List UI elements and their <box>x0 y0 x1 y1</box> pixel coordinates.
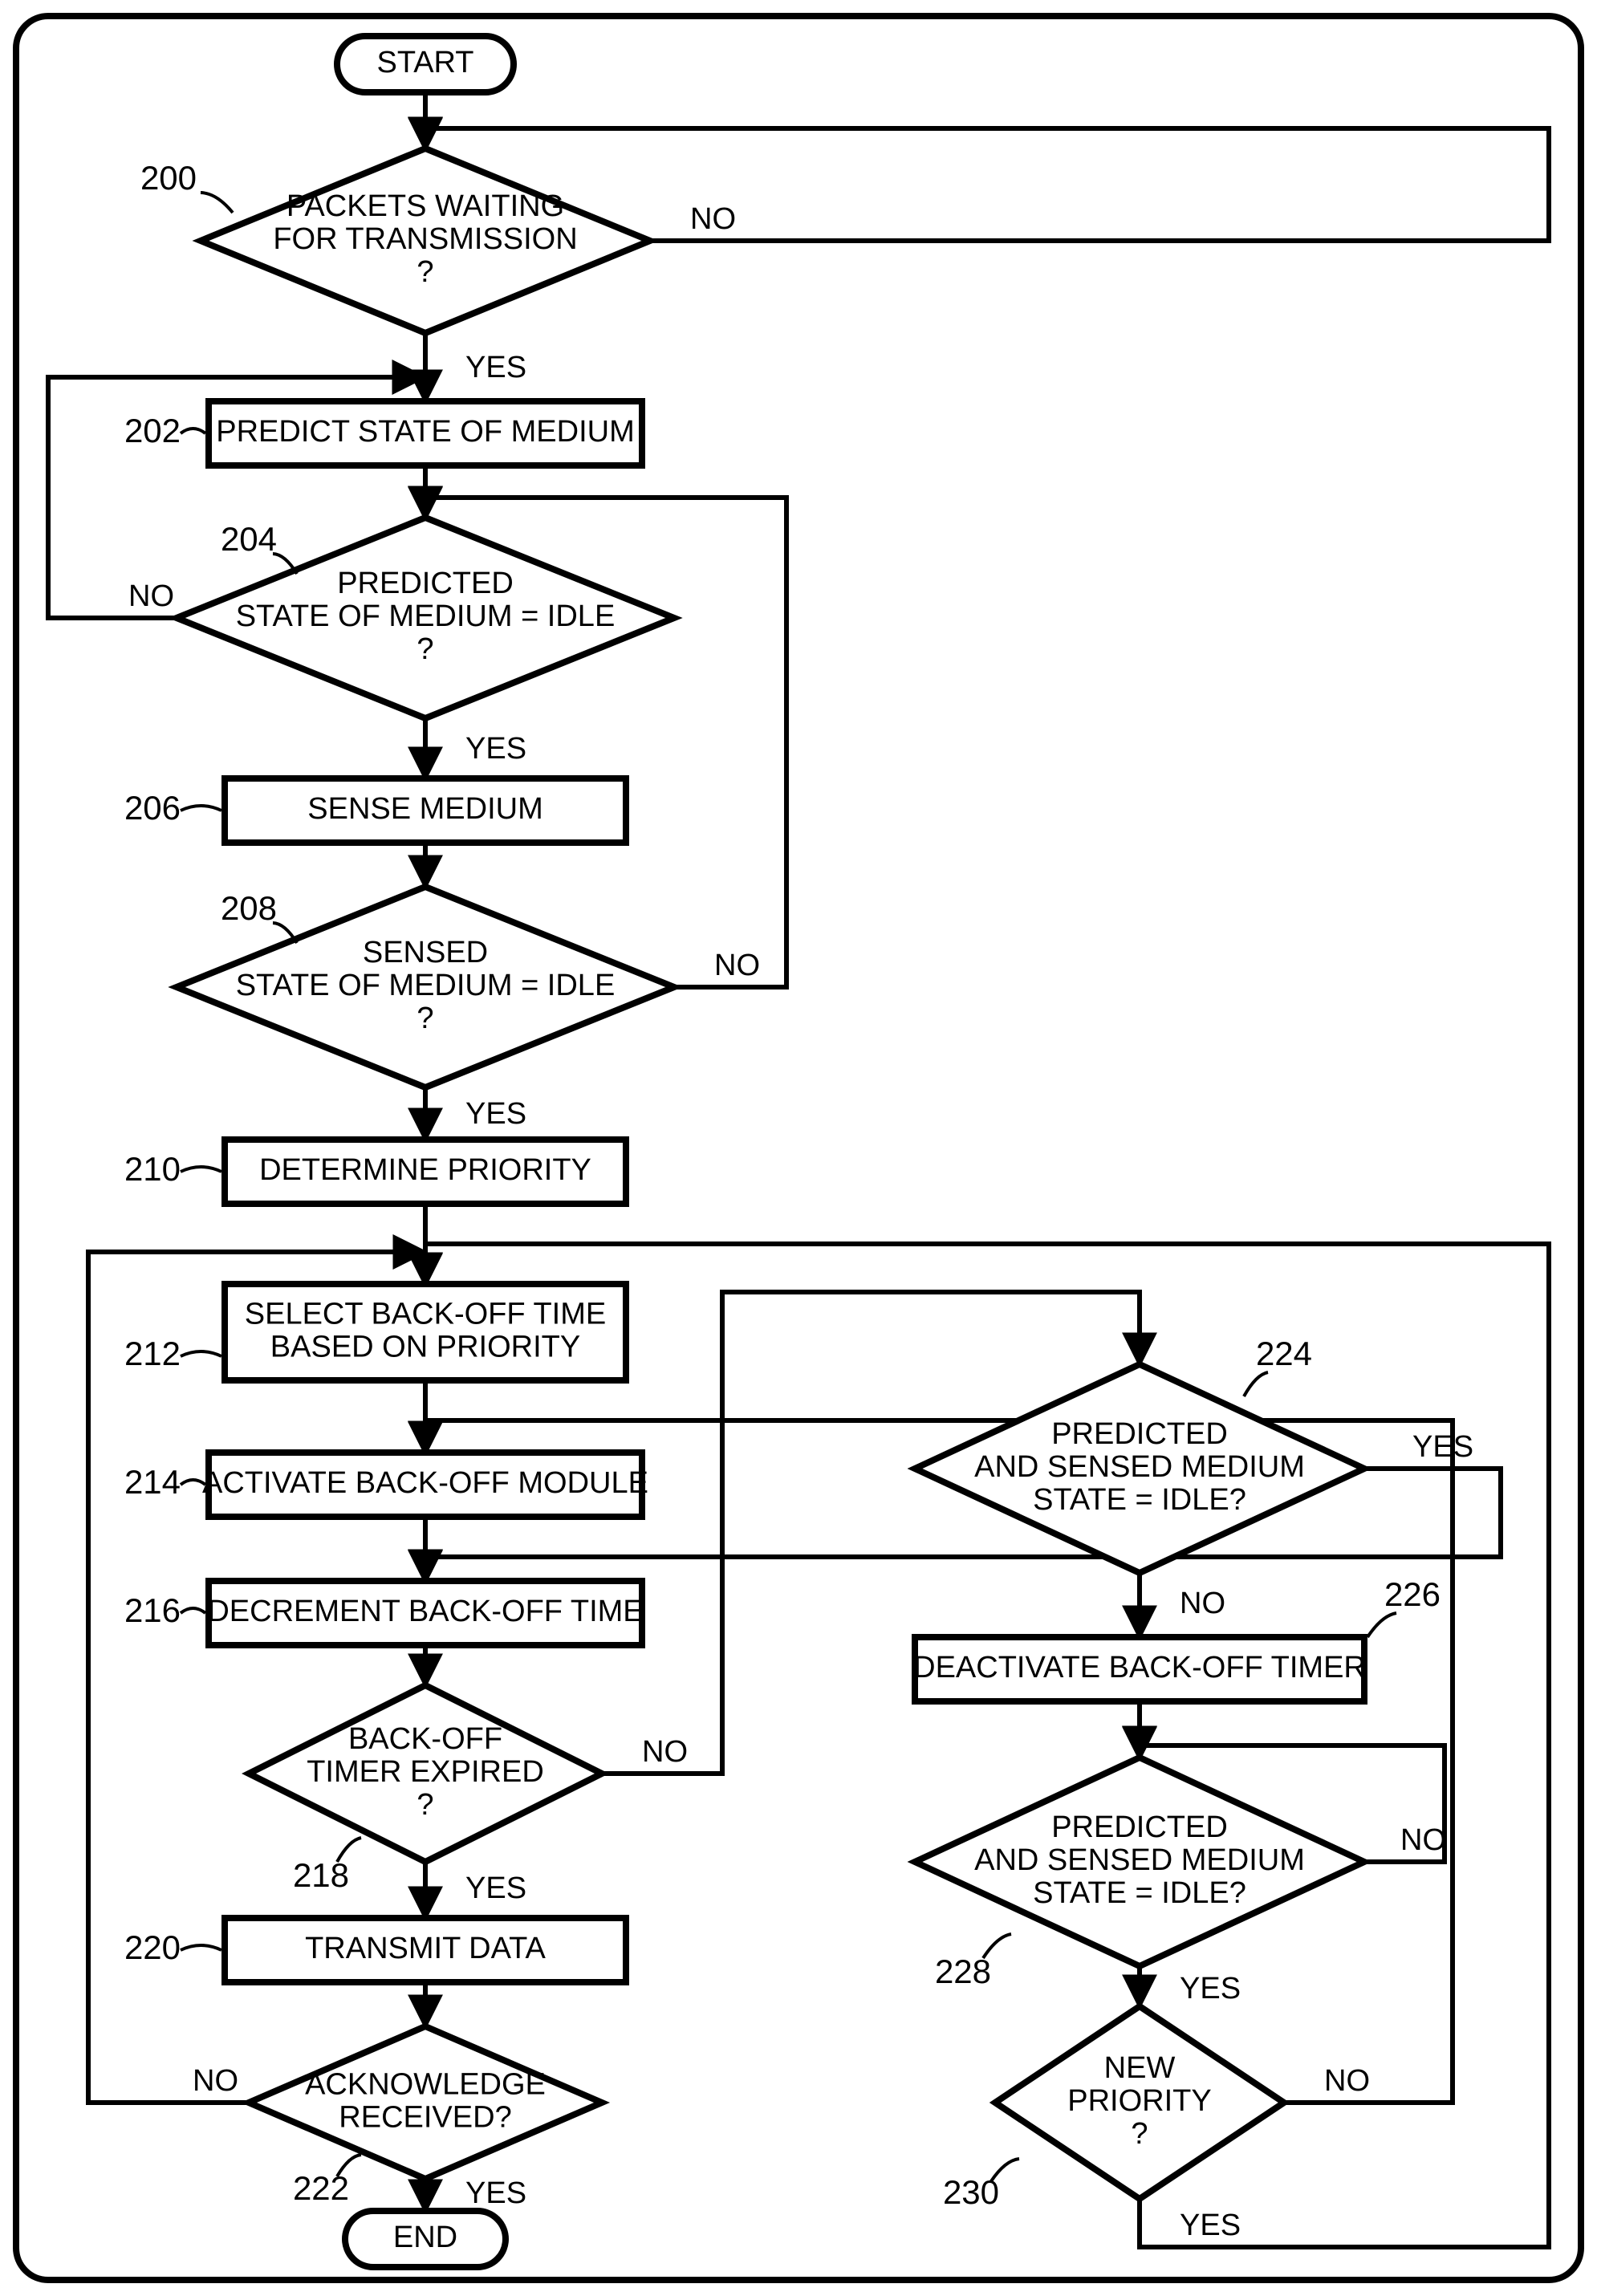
svg-text:210: 210 <box>124 1150 181 1188</box>
svg-text:YES: YES <box>465 351 526 384</box>
svg-text:PRIORITY: PRIORITY <box>1067 2084 1211 2118</box>
svg-text:200: 200 <box>140 159 197 197</box>
svg-text:STATE = IDLE?: STATE = IDLE? <box>1033 1876 1246 1910</box>
svg-text:ACKNOWLEDGE: ACKNOWLEDGE <box>305 2068 546 2102</box>
svg-text:YES: YES <box>1412 1430 1473 1464</box>
svg-text:?: ? <box>417 255 433 289</box>
svg-text:208: 208 <box>221 889 277 927</box>
svg-text:226: 226 <box>1384 1575 1441 1613</box>
svg-text:206: 206 <box>124 789 181 827</box>
svg-text:AND SENSED MEDIUM: AND SENSED MEDIUM <box>974 1450 1305 1484</box>
svg-text:NO: NO <box>690 202 736 236</box>
svg-text:228: 228 <box>935 1953 991 1990</box>
svg-text:PACKETS WAITING: PACKETS WAITING <box>286 189 564 223</box>
svg-text:BASED ON PRIORITY: BASED ON PRIORITY <box>270 1331 580 1364</box>
svg-text:NO: NO <box>128 579 174 613</box>
svg-text:NO: NO <box>1400 1823 1446 1857</box>
svg-text:YES: YES <box>1180 1972 1241 2005</box>
svg-text:?: ? <box>417 632 433 666</box>
svg-text:NO: NO <box>1324 2064 1370 2098</box>
svg-text:216: 216 <box>124 1591 181 1629</box>
svg-text:NEW: NEW <box>1104 2051 1176 2085</box>
svg-text:PREDICTED: PREDICTED <box>1051 1810 1228 1844</box>
svg-text:SENSE MEDIUM: SENSE MEDIUM <box>307 792 542 826</box>
svg-text:YES: YES <box>1180 2209 1241 2242</box>
svg-text:?: ? <box>417 1002 433 1035</box>
svg-text:STATE = IDLE?: STATE = IDLE? <box>1033 1483 1246 1517</box>
svg-text:SELECT BACK-OFF TIME: SELECT BACK-OFF TIME <box>245 1298 606 1331</box>
svg-text:212: 212 <box>124 1335 181 1372</box>
svg-text:STATE OF MEDIUM = IDLE: STATE OF MEDIUM = IDLE <box>236 599 616 633</box>
svg-text:RECEIVED?: RECEIVED? <box>339 2101 511 2135</box>
svg-text:AND SENSED MEDIUM: AND SENSED MEDIUM <box>974 1843 1305 1877</box>
svg-text:YES: YES <box>465 1871 526 1905</box>
svg-text:PREDICTED: PREDICTED <box>337 567 514 600</box>
svg-text:TIMER EXPIRED: TIMER EXPIRED <box>307 1755 544 1789</box>
svg-text:DECREMENT BACK-OFF TIME: DECREMENT BACK-OFF TIME <box>207 1595 643 1628</box>
svg-text:YES: YES <box>465 1097 526 1131</box>
svg-text:TRANSMIT DATA: TRANSMIT DATA <box>305 1932 546 1965</box>
svg-text:FOR TRANSMISSION: FOR TRANSMISSION <box>273 222 577 256</box>
svg-text:224: 224 <box>1256 1335 1312 1372</box>
svg-text:DETERMINE PRIORITY: DETERMINE PRIORITY <box>259 1153 591 1187</box>
svg-text:START: START <box>376 46 473 79</box>
svg-text:222: 222 <box>293 2169 349 2207</box>
svg-text:END: END <box>393 2221 457 2254</box>
svg-text:PREDICT STATE OF MEDIUM: PREDICT STATE OF MEDIUM <box>216 415 634 449</box>
svg-text:NO: NO <box>1180 1587 1225 1620</box>
svg-text:YES: YES <box>465 2176 526 2210</box>
svg-text:SENSED: SENSED <box>363 936 488 969</box>
svg-text:YES: YES <box>465 732 526 766</box>
svg-text:?: ? <box>1131 2117 1148 2151</box>
svg-text:218: 218 <box>293 1856 349 1894</box>
svg-text:220: 220 <box>124 1928 181 1966</box>
svg-text:NO: NO <box>714 949 760 982</box>
svg-text:PREDICTED: PREDICTED <box>1051 1417 1228 1451</box>
svg-text:NO: NO <box>193 2064 238 2098</box>
svg-text:230: 230 <box>943 2173 999 2211</box>
svg-text:ACTIVATE BACK-OFF MODULE: ACTIVATE BACK-OFF MODULE <box>202 1466 648 1500</box>
svg-text:STATE OF MEDIUM = IDLE: STATE OF MEDIUM = IDLE <box>236 969 616 1002</box>
svg-text:BACK-OFF: BACK-OFF <box>348 1722 502 1756</box>
svg-text:NO: NO <box>642 1735 688 1769</box>
svg-text:DEACTIVATE BACK-OFF TIMER: DEACTIVATE BACK-OFF TIMER <box>913 1651 1366 1684</box>
svg-text:204: 204 <box>221 520 277 558</box>
svg-text:?: ? <box>417 1788 433 1822</box>
svg-text:214: 214 <box>124 1463 181 1501</box>
svg-text:202: 202 <box>124 412 181 449</box>
